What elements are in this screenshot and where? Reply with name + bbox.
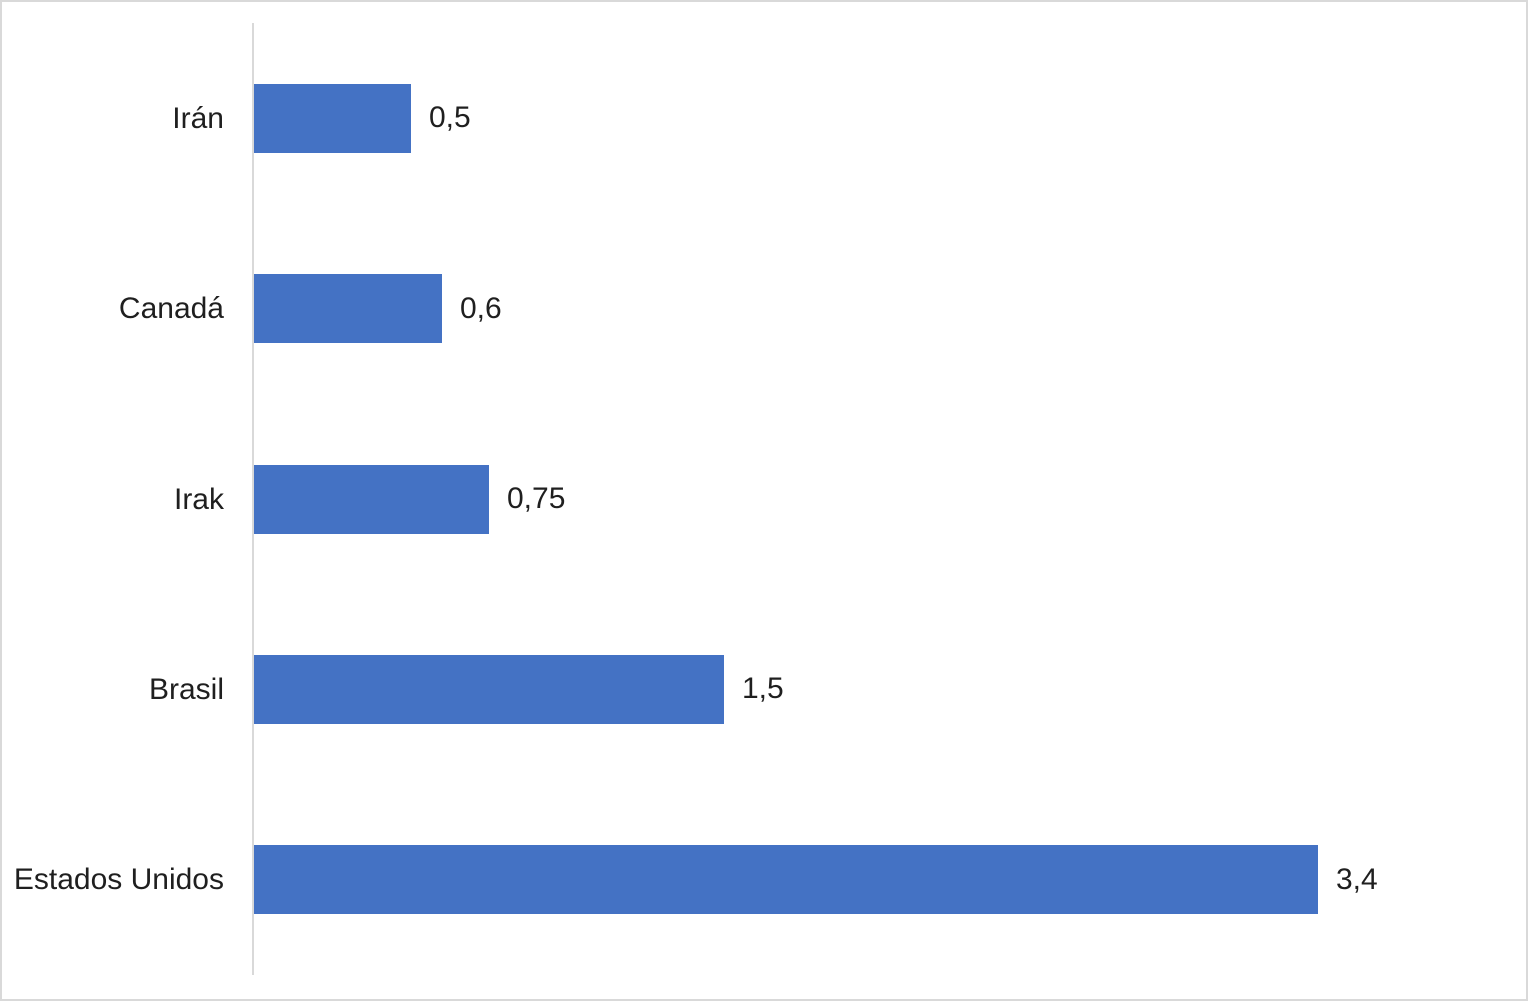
bar-row: Irak 0,75 <box>2 404 1526 594</box>
value-label: 0,75 <box>507 482 566 516</box>
plot-area: Irán 0,5 Canadá 0,6 Irak 0,75 Brasil 1,5… <box>2 23 1526 975</box>
value-label: 0,6 <box>460 291 502 325</box>
bar-row: Irán 0,5 <box>2 23 1526 213</box>
bar <box>254 845 1318 915</box>
bar <box>254 83 411 153</box>
category-label: Irán <box>172 101 224 135</box>
category-label: Irak <box>173 482 224 516</box>
value-label: 0,5 <box>429 101 471 135</box>
value-label: 3,4 <box>1336 862 1378 896</box>
bar <box>254 654 724 724</box>
category-label: Canadá <box>118 292 224 326</box>
bar-row: Estados Unidos 3,4 <box>2 785 1526 975</box>
bar-row: Canadá 0,6 <box>2 213 1526 403</box>
category-axis-line <box>252 23 254 975</box>
bar <box>254 274 442 344</box>
bar-row: Brasil 1,5 <box>2 594 1526 784</box>
category-label: Estados Unidos <box>13 863 224 897</box>
bar <box>254 464 489 534</box>
value-label: 1,5 <box>742 672 784 706</box>
category-label: Brasil <box>148 672 224 706</box>
